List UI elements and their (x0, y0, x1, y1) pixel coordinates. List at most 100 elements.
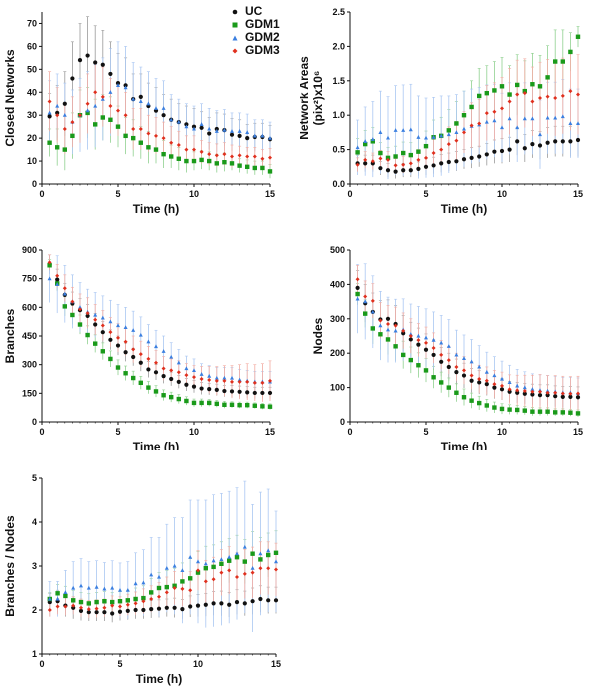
data-point-gdm3 (568, 89, 573, 94)
data-point-gdm1 (55, 591, 60, 596)
data-point-gdm3 (237, 379, 242, 384)
data-point-gdm3 (454, 364, 459, 369)
data-point-gdm2 (530, 387, 535, 391)
data-point-gdm3 (172, 586, 177, 590)
x-tick-label: 5 (115, 427, 120, 437)
data-point-gdm3 (184, 147, 189, 152)
data-point-gdm3 (79, 605, 83, 610)
data-point-gdm2 (192, 368, 196, 372)
series-uc (47, 262, 273, 396)
data-point-gdm1 (484, 90, 489, 96)
data-point-gdm3 (268, 155, 272, 160)
data-point-gdm1 (545, 409, 550, 414)
data-point-gdm3 (416, 157, 421, 162)
data-point-gdm3 (188, 588, 193, 593)
data-point-gdm1 (115, 124, 121, 129)
data-point-gdm2 (78, 305, 82, 309)
data-point-gdm1 (47, 263, 52, 268)
data-point-uc (530, 141, 535, 147)
data-point-gdm1 (214, 161, 219, 166)
y-tick-label: 450 (22, 331, 37, 341)
y-tick-label: 1.0 (332, 110, 345, 120)
data-point-uc (100, 62, 105, 67)
data-point-gdm3 (522, 389, 527, 394)
data-point-gdm1 (252, 403, 257, 408)
data-point-gdm1 (477, 400, 482, 406)
data-point-uc (401, 168, 406, 173)
data-point-gdm2 (378, 323, 383, 328)
legend-label: GDM3 (245, 43, 280, 57)
data-point-gdm1 (153, 147, 159, 152)
data-point-gdm2 (545, 115, 550, 120)
data-point-gdm2 (522, 385, 527, 390)
data-point-gdm3 (507, 99, 512, 104)
legend-item-gdm3: GDM3 (230, 44, 280, 57)
data-point-gdm3 (169, 368, 174, 373)
data-point-gdm1 (102, 599, 107, 604)
data-point-gdm2 (131, 96, 136, 101)
y-tick-label: 0 (32, 417, 37, 427)
data-point-gdm1 (568, 49, 573, 55)
data-point-gdm2 (431, 337, 436, 342)
data-point-uc (454, 370, 459, 375)
data-point-gdm2 (102, 586, 107, 591)
data-point-gdm3 (199, 377, 204, 381)
data-point-gdm2 (378, 130, 383, 134)
data-point-gdm2 (55, 103, 60, 108)
y-tick-label: 3 (32, 561, 37, 571)
data-point-gdm2 (184, 366, 189, 371)
x-tick-label: 0 (39, 189, 44, 199)
legend-label: GDM1 (245, 17, 280, 31)
data-point-uc (273, 598, 279, 603)
data-point-uc (47, 114, 52, 119)
data-point-gdm1 (169, 394, 174, 400)
legend-item-gdm1: GDM1 (230, 18, 280, 31)
data-point-gdm3 (258, 566, 263, 571)
data-point-gdm1 (70, 133, 75, 139)
data-point-uc (55, 277, 60, 282)
data-point-gdm3 (70, 120, 75, 125)
data-point-gdm2 (237, 129, 242, 133)
data-point-gdm2 (424, 135, 428, 140)
data-point-gdm1 (408, 357, 413, 363)
x-tick-label: 15 (265, 189, 275, 199)
data-point-uc (522, 391, 527, 396)
data-point-gdm1 (477, 93, 482, 99)
x-tick-label: 10 (497, 427, 507, 437)
y-tick-label: 600 (22, 302, 37, 312)
data-point-uc (123, 83, 128, 88)
data-point-uc (229, 132, 235, 137)
data-point-uc (553, 139, 558, 144)
data-point-gdm3 (94, 606, 99, 611)
data-point-uc (477, 154, 482, 159)
data-point-gdm1 (227, 558, 232, 563)
data-point-uc (553, 394, 558, 399)
data-point-gdm2 (408, 332, 413, 336)
data-point-gdm1 (191, 158, 197, 164)
data-point-gdm1 (267, 169, 273, 174)
data-point-gdm1 (207, 158, 212, 164)
data-point-gdm3 (222, 378, 227, 383)
data-point-uc (423, 347, 429, 352)
data-point-uc (477, 380, 482, 385)
data-point-gdm3 (266, 566, 271, 571)
data-point-gdm1 (484, 403, 489, 408)
data-point-gdm1 (454, 390, 459, 395)
legend-label: UC (245, 4, 263, 18)
data-point-gdm3 (545, 390, 550, 395)
data-point-gdm1 (575, 34, 581, 39)
data-point-gdm2 (446, 132, 451, 137)
y-tick-label: 5 (32, 473, 37, 483)
data-point-gdm3 (110, 603, 115, 608)
data-point-gdm2 (454, 130, 459, 134)
data-point-gdm1 (55, 145, 60, 150)
data-point-uc (370, 161, 375, 166)
data-point-gdm2 (507, 116, 512, 121)
data-point-gdm1 (172, 583, 177, 588)
data-point-gdm1 (156, 585, 162, 591)
data-point-gdm1 (423, 368, 429, 373)
data-point-gdm1 (77, 322, 83, 327)
data-point-gdm1 (401, 150, 406, 156)
data-point-gdm3 (102, 605, 107, 610)
data-point-gdm3 (70, 299, 75, 304)
